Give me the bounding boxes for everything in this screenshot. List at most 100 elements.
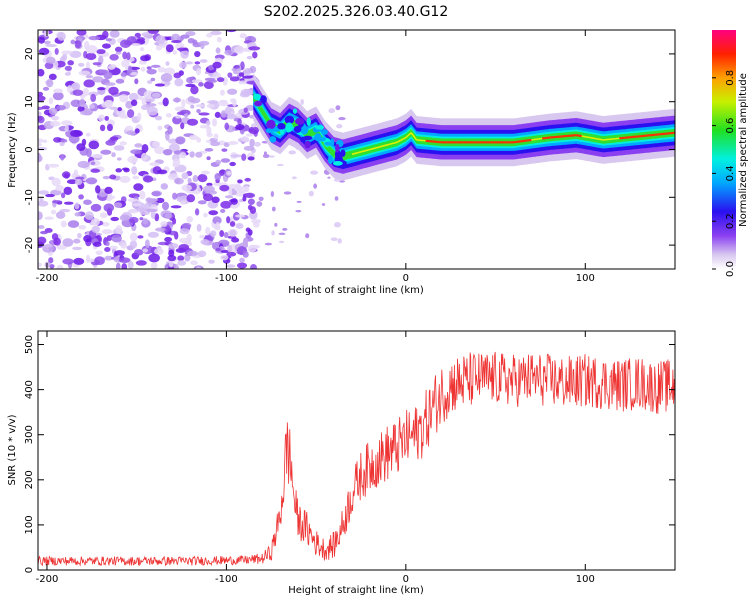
noise-blob xyxy=(38,142,43,147)
ridge-blob xyxy=(314,133,322,142)
colorbar-tick-label: 0.0 xyxy=(725,261,736,277)
noise-blob xyxy=(212,72,222,80)
noise-blob xyxy=(176,111,187,116)
noise-blob xyxy=(223,232,229,238)
noise-blob xyxy=(278,232,286,235)
noise-blob xyxy=(238,80,248,85)
noise-blob xyxy=(90,93,97,103)
ridge-blob xyxy=(265,128,273,134)
noise-blob xyxy=(209,30,222,36)
noise-blob xyxy=(85,75,94,79)
noise-blob xyxy=(210,230,217,237)
noise-blob xyxy=(38,91,44,97)
ridge-blob xyxy=(269,136,277,143)
noise-blob xyxy=(120,72,127,77)
noise-blob xyxy=(228,187,233,196)
noise-blob xyxy=(155,197,165,204)
noise-blob xyxy=(105,38,112,42)
noise-blob xyxy=(40,230,48,235)
noise-blob xyxy=(205,120,211,126)
ridge-blob xyxy=(306,117,311,127)
noise-blob xyxy=(221,148,228,152)
noise-blob xyxy=(83,235,92,243)
noise-blob xyxy=(234,214,246,218)
noise-blob xyxy=(102,43,111,49)
noise-blob xyxy=(244,185,250,193)
noise-blob xyxy=(184,253,191,262)
noise-blob xyxy=(206,156,211,161)
noise-blob xyxy=(227,88,238,95)
noise-blob xyxy=(227,141,239,145)
noise-blob xyxy=(126,130,136,136)
noise-blob xyxy=(91,225,100,234)
spectrogram-plot-area xyxy=(38,30,675,269)
noise-blob xyxy=(271,206,276,212)
noise-blob xyxy=(116,157,122,161)
noise-blob xyxy=(147,231,160,238)
noise-blob xyxy=(199,234,206,239)
ridge-blob xyxy=(340,149,346,157)
noise-blob xyxy=(128,92,139,102)
noise-blob xyxy=(212,61,222,69)
noise-blob xyxy=(71,83,79,89)
ridge-core xyxy=(398,139,401,143)
ridge-blob xyxy=(302,135,313,141)
noise-blob xyxy=(167,254,177,262)
ridge-blob xyxy=(253,93,261,101)
noise-blob xyxy=(146,80,153,84)
noise-blob xyxy=(173,177,184,185)
noise-blob xyxy=(333,222,341,228)
noise-blob xyxy=(51,200,63,204)
noise-blob xyxy=(134,78,139,85)
noise-blob xyxy=(214,111,221,119)
noise-blob xyxy=(203,193,214,202)
noise-blob xyxy=(141,104,150,111)
noise-blob xyxy=(245,133,254,137)
noise-blob xyxy=(149,162,161,167)
noise-blob xyxy=(134,248,144,256)
noise-blob xyxy=(215,47,221,54)
noise-blob xyxy=(181,172,189,180)
noise-blob xyxy=(85,177,98,185)
ridge-core xyxy=(405,135,409,139)
noise-blob xyxy=(49,264,55,269)
noise-blob xyxy=(242,251,249,258)
noise-blob xyxy=(170,205,182,209)
noise-blob xyxy=(185,61,194,65)
noise-blob xyxy=(336,123,343,129)
noise-blob xyxy=(181,99,186,108)
noise-blob xyxy=(131,166,138,175)
snr-series-line xyxy=(38,351,675,567)
noise-blob xyxy=(47,163,60,168)
noise-blob xyxy=(220,200,232,209)
noise-blob xyxy=(110,136,119,141)
noise-blob xyxy=(38,36,46,44)
noise-blob xyxy=(237,262,248,269)
noise-blob xyxy=(229,221,236,227)
noise-blob xyxy=(132,175,140,180)
noise-blob xyxy=(174,78,184,87)
noise-blob xyxy=(226,216,231,224)
noise-blob xyxy=(121,59,130,68)
noise-blob xyxy=(90,218,100,226)
snr-ytick-label: 300 xyxy=(24,425,35,444)
noise-blob xyxy=(167,125,173,135)
noise-blob xyxy=(140,67,146,72)
noise-blob xyxy=(109,245,118,250)
noise-blob xyxy=(151,191,161,197)
noise-blob xyxy=(150,77,156,82)
noise-blob xyxy=(85,52,97,61)
noise-blob xyxy=(48,73,57,81)
noise-blob xyxy=(74,202,80,210)
noise-blob xyxy=(175,115,181,119)
noise-blob xyxy=(134,128,140,134)
noise-blob xyxy=(160,221,168,227)
noise-blob xyxy=(72,89,84,96)
noise-blob xyxy=(243,67,252,76)
noise-blob xyxy=(78,194,84,200)
ridge-core xyxy=(403,136,407,140)
noise-blob xyxy=(181,222,192,229)
noise-blob xyxy=(132,202,141,207)
noise-blob xyxy=(96,49,106,55)
